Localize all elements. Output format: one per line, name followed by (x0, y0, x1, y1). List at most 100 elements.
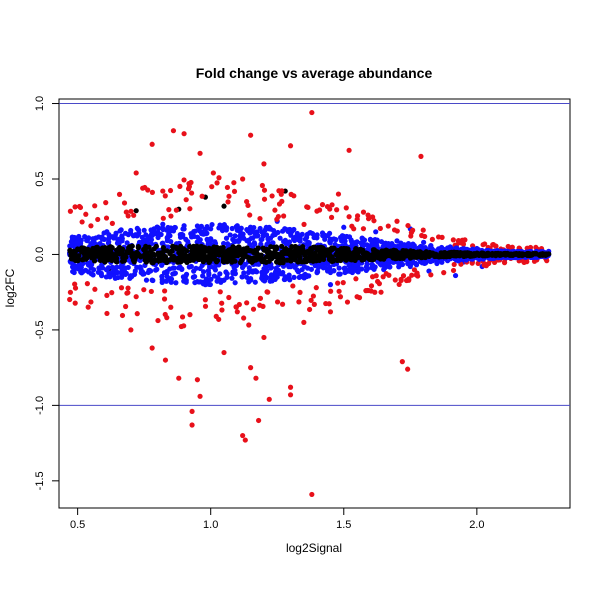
data-point (69, 241, 75, 247)
data-point (133, 208, 139, 214)
data-point (261, 334, 267, 341)
black-cloud (67, 243, 552, 266)
data-point (227, 232, 233, 238)
data-point (124, 240, 130, 246)
data-point (308, 297, 314, 303)
data-point (288, 191, 294, 197)
data-point (189, 408, 195, 415)
data-point (462, 253, 468, 259)
data-point (67, 289, 74, 295)
data-point (222, 251, 228, 257)
data-point (121, 266, 127, 273)
data-point (288, 232, 294, 238)
data-point (184, 259, 190, 265)
data-point (199, 193, 205, 199)
data-point (277, 235, 283, 241)
data-point (155, 317, 161, 324)
data-point (197, 265, 203, 272)
data-point (373, 229, 379, 235)
data-point (240, 176, 246, 182)
data-point (457, 250, 463, 256)
data-point (358, 255, 364, 261)
data-point (67, 208, 74, 214)
data-point (148, 227, 154, 233)
data-point (333, 251, 339, 258)
data-point (250, 269, 256, 275)
data-point (85, 260, 91, 266)
data-point (387, 264, 393, 270)
data-point (163, 278, 169, 284)
data-point (92, 203, 98, 209)
data-point (186, 264, 192, 270)
data-point (309, 109, 315, 116)
data-point (91, 267, 97, 273)
data-point (119, 258, 126, 264)
data-point (470, 246, 476, 252)
data-point (378, 289, 384, 295)
data-point (353, 254, 359, 260)
data-point (363, 288, 369, 294)
data-point (338, 234, 344, 241)
data-point (360, 226, 367, 232)
data-point (301, 221, 307, 227)
data-point (411, 267, 418, 273)
data-point (253, 261, 260, 267)
data-point (212, 267, 219, 273)
data-point (224, 184, 231, 191)
data-point (476, 251, 482, 257)
data-point (95, 253, 101, 259)
data-point (263, 259, 269, 265)
data-point (248, 132, 254, 138)
data-point (170, 244, 176, 251)
data-point (341, 224, 347, 230)
data-point (317, 253, 323, 259)
data-point (518, 252, 524, 258)
data-point (279, 198, 285, 204)
data-point (168, 304, 174, 310)
data-point (138, 270, 144, 276)
data-point (128, 227, 134, 234)
data-point (241, 270, 247, 276)
data-point (274, 253, 281, 259)
data-point (364, 261, 370, 267)
data-point (322, 236, 328, 242)
data-point (125, 213, 131, 219)
data-point (118, 270, 124, 276)
data-point (213, 259, 220, 265)
data-point (180, 226, 186, 232)
data-point (403, 248, 409, 254)
data-point (189, 255, 195, 261)
data-point (192, 228, 198, 234)
data-point (428, 272, 434, 278)
data-point (405, 222, 411, 229)
data-point (127, 249, 133, 255)
data-point (216, 175, 222, 181)
data-point (271, 244, 277, 250)
data-point (177, 183, 183, 189)
data-point (134, 225, 140, 231)
data-point (202, 297, 208, 303)
data-point (368, 283, 375, 289)
data-point (238, 225, 244, 231)
y-tick-label: 1.0 (34, 96, 46, 111)
data-point (221, 240, 227, 247)
data-point (160, 225, 166, 231)
data-point (97, 241, 103, 247)
data-point (177, 264, 183, 270)
data-point (123, 209, 129, 215)
data-point (274, 299, 281, 305)
data-point (493, 243, 499, 249)
y-axis-title: log2FC (3, 268, 17, 307)
data-point (95, 216, 101, 223)
data-point (169, 254, 175, 260)
y-tick-label: -0.5 (34, 320, 46, 339)
data-point (264, 246, 270, 252)
data-point (189, 422, 195, 428)
data-point (335, 191, 342, 197)
data-point (71, 234, 78, 241)
data-point (304, 273, 310, 279)
data-point (261, 161, 267, 167)
data-point (319, 230, 326, 236)
reference-lines (59, 103, 570, 406)
data-point (501, 260, 508, 266)
